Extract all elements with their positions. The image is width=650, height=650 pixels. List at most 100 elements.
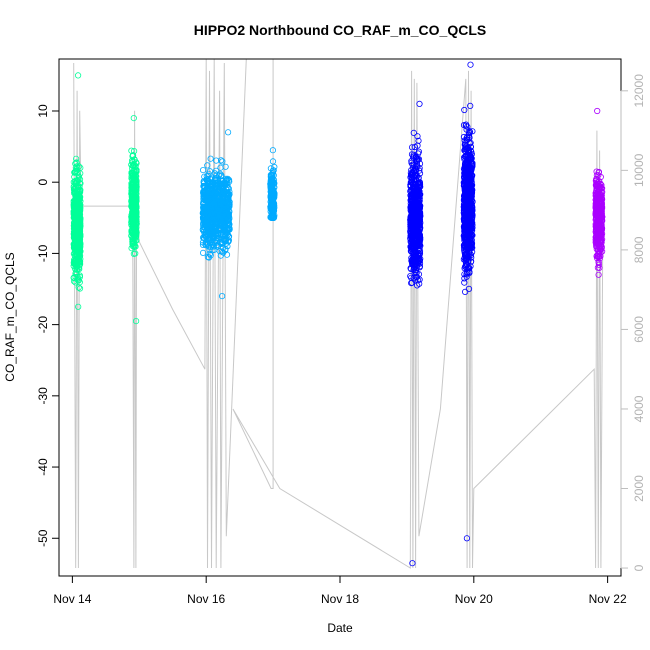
data-point (268, 195, 275, 202)
data-point (414, 163, 421, 170)
data-point (207, 209, 214, 217)
data-point (414, 201, 421, 208)
y-tick-label: 0 (36, 179, 50, 186)
data-point (216, 222, 223, 229)
data-point (202, 233, 209, 240)
data-point (74, 182, 82, 189)
series-2 (128, 115, 140, 325)
data-point (594, 219, 601, 226)
data-point (208, 237, 215, 244)
data-point (76, 258, 83, 265)
data-point (207, 155, 214, 162)
data-point (594, 264, 602, 271)
data-point (71, 206, 79, 213)
data-point (595, 271, 602, 278)
data-point (410, 215, 417, 222)
series-7 (592, 107, 606, 278)
data-point (133, 229, 140, 236)
data-point (218, 248, 225, 255)
data-point (595, 258, 602, 265)
data-point (461, 275, 468, 282)
data-point (411, 219, 418, 226)
data-point (269, 158, 277, 165)
data-point (217, 213, 224, 220)
data-point (223, 191, 230, 198)
y-tick-label: -40 (36, 458, 50, 476)
data-point (221, 201, 229, 208)
data-point (211, 246, 218, 253)
data-point (411, 225, 418, 233)
data-point (414, 133, 421, 140)
data-point (268, 188, 275, 195)
data-point (269, 206, 276, 213)
data-point (133, 317, 140, 325)
data-point (416, 195, 423, 202)
data-point (76, 272, 83, 279)
data-point (271, 163, 278, 171)
data-point (74, 169, 81, 176)
data-point (216, 200, 223, 207)
data-point (594, 234, 601, 241)
data-point (219, 292, 226, 300)
data-point (130, 227, 137, 234)
data-point (73, 155, 80, 162)
data-point (270, 172, 277, 179)
data-point (413, 234, 420, 241)
data-point (224, 176, 231, 183)
data-point (597, 180, 604, 187)
data-point (594, 238, 602, 245)
data-point (462, 191, 469, 198)
data-point (407, 243, 414, 250)
data-point (269, 175, 276, 182)
data-point (467, 214, 474, 221)
data-point (407, 204, 414, 211)
data-point (224, 184, 231, 191)
y2-tick-label: 0 (632, 564, 646, 571)
data-point (269, 188, 277, 195)
data-point (461, 106, 468, 114)
data-point (466, 149, 473, 156)
data-point (129, 159, 136, 166)
data-point (210, 190, 217, 197)
y-axis: 10 0 -10 -20 -30 -40 -50 (36, 104, 60, 547)
data-point (463, 535, 470, 542)
data-point (410, 259, 417, 266)
data-point (71, 168, 79, 175)
data-point (213, 167, 220, 174)
data-point (225, 234, 232, 241)
y-tick-label: -10 (36, 244, 50, 262)
data-point (206, 168, 213, 175)
y2-axis: 0 2000 4000 6000 8000 10000 12000 (620, 74, 646, 571)
x-tick-label: Nov 16 (187, 592, 225, 606)
data-point (467, 61, 474, 68)
plot-frame (58, 58, 622, 577)
data-point (200, 221, 207, 228)
data-point (408, 178, 415, 185)
y2-tick-label: 12000 (632, 74, 646, 108)
data-point (417, 191, 424, 198)
data-point (76, 285, 84, 292)
data-point (222, 163, 229, 170)
data-point (214, 189, 221, 196)
data-point (75, 303, 82, 310)
data-point (205, 243, 213, 250)
data-point (461, 279, 468, 286)
data-point (592, 192, 599, 200)
data-point (208, 198, 215, 205)
data-point (593, 175, 600, 182)
data-point (132, 200, 140, 207)
data-point (219, 217, 226, 224)
x-tick-label: Nov 20 (455, 592, 493, 606)
data-point (416, 181, 424, 188)
y2-tick-label: 4000 (632, 395, 646, 422)
data-point (223, 251, 231, 258)
data-point (72, 273, 79, 281)
data-point (204, 198, 211, 205)
data-point (71, 239, 79, 246)
data-point (199, 241, 207, 248)
data-point (268, 214, 275, 221)
data-point (130, 180, 137, 187)
data-point (131, 214, 139, 221)
data-point (408, 201, 415, 208)
